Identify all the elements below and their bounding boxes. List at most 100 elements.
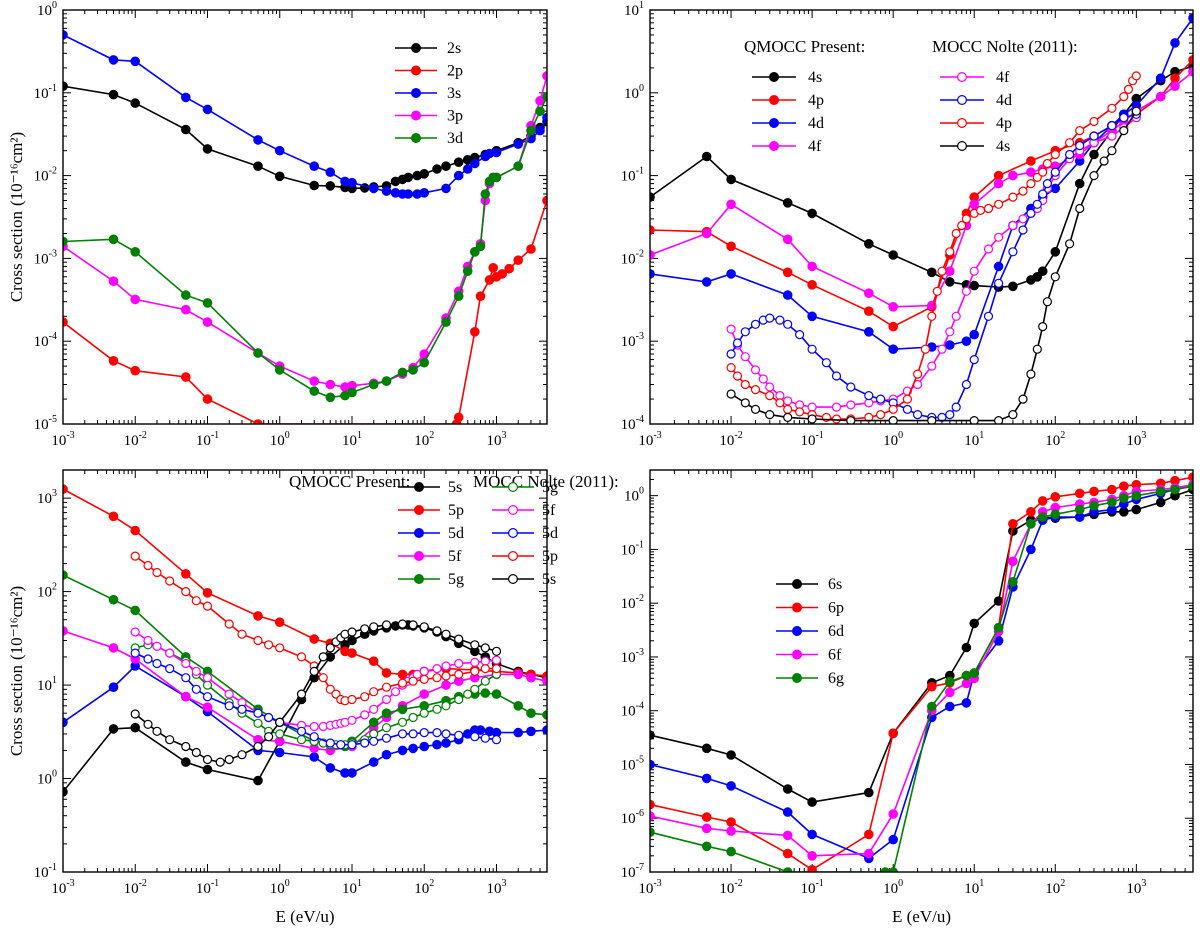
tick-base: 10	[34, 86, 49, 102]
data-point	[513, 727, 523, 738]
tick-exponent: -7	[636, 862, 644, 873]
y-tick-label: 10-2	[621, 593, 644, 612]
data-point	[264, 640, 274, 650]
data-point	[108, 724, 119, 734]
data-point	[475, 725, 486, 735]
data-point	[937, 266, 947, 276]
data-point	[975, 205, 986, 215]
legend-marker	[414, 573, 425, 584]
tick-base: 10	[51, 881, 66, 897]
data-point	[740, 398, 750, 408]
data-point	[783, 319, 793, 329]
tick-exponent: 3	[501, 878, 506, 889]
tick-exponent: -5	[49, 414, 57, 425]
data-point	[513, 139, 523, 149]
data-point	[253, 718, 263, 728]
data-point	[480, 663, 490, 674]
data-point	[864, 391, 874, 401]
data-point	[932, 286, 942, 296]
data-point	[347, 177, 357, 188]
data-point	[863, 239, 874, 249]
data-point	[1026, 544, 1036, 555]
legend-marker	[508, 482, 519, 493]
tick-base: 10	[342, 881, 357, 897]
plot-frame	[62, 9, 548, 425]
data-point	[1107, 131, 1117, 141]
data-point	[1089, 171, 1099, 181]
data-point	[1038, 322, 1048, 332]
data-point	[650, 827, 655, 837]
data-point	[863, 848, 874, 859]
data-point	[108, 234, 119, 245]
data-point	[369, 704, 379, 714]
data-point	[397, 704, 408, 715]
tick-base: 10	[37, 678, 52, 694]
legend-item-5g-mocc-nolte: 5g	[492, 479, 558, 496]
data-point	[347, 387, 357, 398]
data-point	[1074, 504, 1085, 515]
data-point	[863, 829, 874, 840]
data-point	[497, 269, 507, 279]
tick-exponent: -2	[734, 430, 742, 441]
tick-exponent: 1	[357, 430, 362, 441]
data-point	[202, 673, 213, 683]
data-point	[775, 315, 785, 325]
y-axis-label: Cross section (10⁻¹⁶cm²)	[7, 586, 26, 756]
data-point	[821, 358, 832, 368]
data-point	[309, 386, 319, 396]
tick-base: 10	[964, 433, 979, 449]
data-point	[1026, 179, 1036, 189]
data-point	[782, 267, 793, 278]
data-point	[130, 365, 140, 376]
data-point	[831, 371, 842, 381]
data-point	[846, 382, 856, 392]
tick-exponent: 2	[1060, 430, 1065, 441]
data-point	[888, 404, 898, 414]
legend-label: 4d	[996, 92, 1012, 109]
legend-label: 2s	[447, 40, 461, 57]
data-point	[432, 704, 442, 714]
data-point	[775, 398, 785, 408]
data-point	[143, 654, 153, 664]
data-point	[1026, 506, 1036, 517]
legend-label: 5p	[448, 502, 464, 519]
data-point	[701, 151, 712, 162]
data-point	[1188, 55, 1193, 65]
y-tick-label: 101	[37, 675, 57, 694]
data-point	[463, 689, 473, 699]
data-point	[419, 666, 429, 677]
data-point	[274, 145, 285, 156]
data-point	[454, 634, 464, 644]
tick-exponent: -3	[636, 331, 644, 342]
legend-marker	[768, 117, 779, 128]
data-point	[408, 620, 418, 630]
y-tick-label: 10-1	[34, 862, 57, 881]
x-tick-label: 103	[1126, 430, 1146, 449]
data-point	[264, 732, 274, 742]
data-point	[961, 379, 972, 390]
data-point	[224, 754, 234, 765]
data-point	[1170, 73, 1180, 83]
data-point	[309, 721, 319, 732]
data-point	[63, 317, 68, 327]
tick-exponent: -3	[653, 878, 661, 889]
data-point	[108, 511, 119, 522]
x-tick-label: 10-3	[638, 878, 661, 897]
tick-base: 10	[37, 3, 52, 19]
tick-exponent: -3	[66, 430, 74, 441]
data-point	[152, 726, 162, 736]
x-tick-label: 101	[964, 878, 984, 897]
x-tick-label: 103	[486, 430, 506, 449]
data-point	[108, 682, 119, 692]
tick-base: 10	[37, 491, 52, 507]
data-point	[325, 643, 335, 653]
data-point	[296, 735, 307, 745]
tick-base: 10	[414, 433, 429, 449]
data-point	[224, 701, 234, 711]
data-point	[325, 167, 336, 177]
data-point	[408, 365, 418, 375]
data-point	[63, 570, 68, 580]
data-point	[535, 106, 545, 116]
data-point	[253, 741, 263, 752]
data-point	[202, 692, 213, 702]
